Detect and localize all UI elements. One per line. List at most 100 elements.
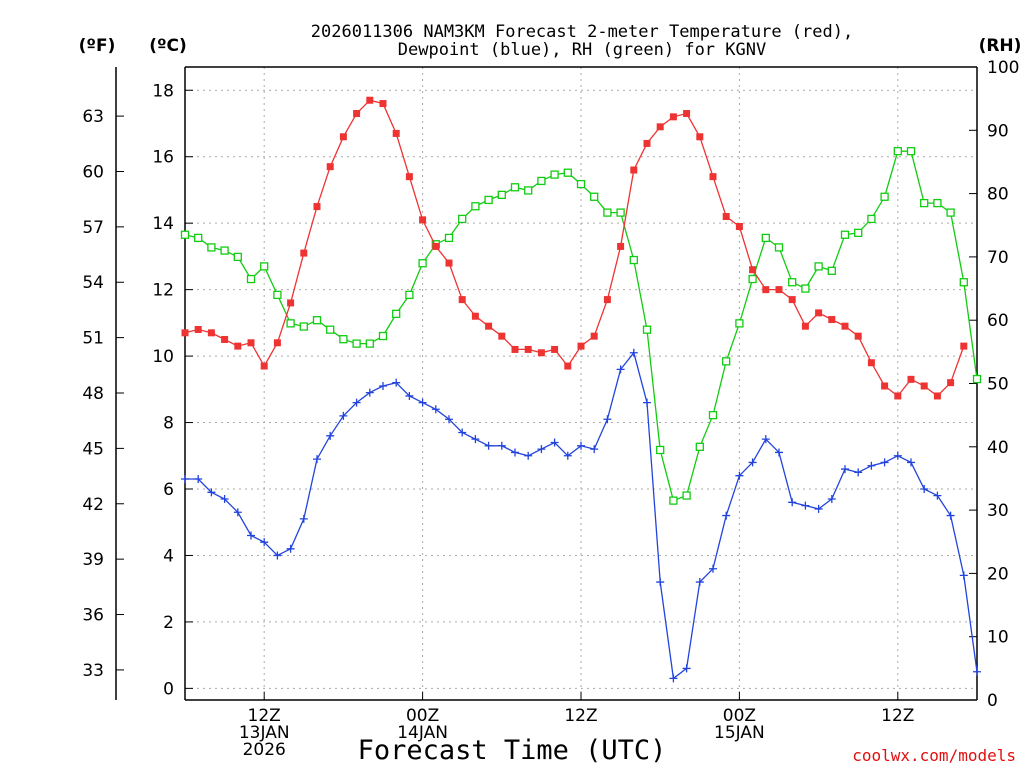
temperature-point	[617, 242, 625, 250]
x-axis-title: Forecast Time (UTC)	[358, 735, 667, 766]
rh-point	[603, 208, 612, 217]
dewpoint-point	[959, 571, 968, 580]
rh-point	[788, 278, 797, 287]
fahrenheit-tick-label: 39	[82, 550, 104, 570]
temperature-point	[419, 216, 427, 224]
rh-point	[774, 243, 784, 252]
dewpoint-point	[616, 365, 625, 374]
celsius-tick-label: 14	[152, 214, 174, 234]
temperature-point	[313, 203, 321, 211]
celsius-tick-label: 18	[152, 81, 174, 101]
rh-point	[748, 274, 757, 284]
rh-point	[959, 278, 968, 287]
dewpoint-point	[801, 501, 810, 510]
dewpoint-point	[709, 564, 717, 573]
dewpoint-point	[405, 391, 414, 400]
rh-point	[392, 309, 401, 319]
time-tick-label: 2026	[243, 740, 286, 760]
temperature-point	[287, 299, 295, 307]
rh-point	[286, 319, 295, 328]
dewpoint-point	[313, 455, 321, 464]
dewpoint-point	[233, 508, 242, 517]
dewpoint-point	[471, 435, 480, 444]
dewpoint-point	[339, 411, 348, 420]
temperature-point	[881, 382, 889, 390]
dewpoint-point	[379, 381, 387, 390]
dewpoint-point	[682, 664, 691, 673]
dewpoint-point	[775, 448, 783, 457]
rh-point	[273, 290, 282, 300]
celsius-tick-label: 10	[152, 347, 174, 367]
rh-point	[590, 192, 599, 201]
temperature-point	[339, 133, 347, 141]
rh-point	[220, 246, 229, 255]
rh-tick-label: 60	[987, 311, 1009, 331]
temperature-series	[181, 96, 968, 400]
temperature-point	[801, 322, 809, 330]
temperature-point	[894, 392, 902, 400]
dewpoint-point	[286, 544, 295, 553]
temperature-point	[775, 286, 783, 294]
temperature-point	[735, 222, 743, 230]
fahrenheit-tick-label: 57	[82, 218, 104, 238]
dewpoint-point	[299, 514, 308, 523]
dewpoint-point	[814, 504, 823, 513]
temperature-point	[273, 339, 281, 347]
temperature-point	[643, 139, 651, 147]
temperature-point	[696, 133, 704, 141]
temperature-point	[683, 110, 691, 118]
rh-point	[497, 190, 506, 200]
temperature-point	[458, 296, 466, 304]
fahrenheit-tick-label: 60	[82, 162, 104, 182]
rh-point	[946, 208, 955, 217]
rh-point	[920, 198, 929, 208]
rh-point	[246, 274, 256, 284]
fahrenheit-tick-label: 33	[82, 661, 104, 681]
rh-axis-label: (RH)	[979, 36, 1022, 56]
temperature-point	[854, 332, 862, 340]
rh-point	[722, 357, 731, 366]
temperature-point	[656, 123, 664, 131]
rh-point	[207, 243, 216, 252]
dewpoint-point	[537, 445, 546, 454]
rh-point	[471, 202, 480, 211]
dewpoint-point	[352, 398, 361, 407]
dewpoint-point	[458, 428, 467, 437]
rh-tick-label: 40	[987, 438, 1009, 458]
rh-tick-label: 70	[987, 248, 1009, 268]
dewpoint-point	[563, 451, 572, 460]
rh-point	[299, 322, 308, 331]
temperature-point	[669, 113, 677, 121]
time-tick-label: 12Z	[564, 706, 597, 726]
dewpoint-point	[577, 441, 585, 450]
fahrenheit-axis-label: (ºF)	[79, 36, 116, 56]
dewpoint-point	[207, 488, 216, 497]
rh-point	[365, 339, 374, 348]
dewpoint-point	[907, 458, 915, 467]
rh-point	[563, 168, 572, 177]
celsius-tick-label: 0	[163, 679, 174, 699]
time-tick-label: 13JAN	[239, 723, 290, 743]
rh-point	[537, 176, 546, 186]
temperature-point	[564, 362, 572, 370]
rh-tick-label: 90	[987, 121, 1009, 141]
rh-point	[326, 325, 335, 334]
rh-point	[180, 230, 190, 239]
dewpoint-point	[603, 415, 612, 424]
temperature-point	[181, 329, 189, 337]
temperature-point	[815, 309, 823, 317]
temperature-point	[947, 379, 955, 387]
temperature-point	[590, 332, 598, 340]
rh-point	[669, 496, 678, 505]
dewpoint-point	[550, 438, 559, 447]
dewpoint-point	[445, 415, 453, 424]
temperature-point	[207, 329, 215, 337]
dewpoint-point	[484, 441, 493, 450]
celsius-axis: 0 2 4 6 8 10 12 14 16 18	[152, 81, 193, 699]
temperature-point	[788, 296, 796, 304]
rh-tick-label: 10	[987, 628, 1009, 648]
temperature-point	[194, 326, 202, 334]
rh-point	[233, 252, 242, 262]
